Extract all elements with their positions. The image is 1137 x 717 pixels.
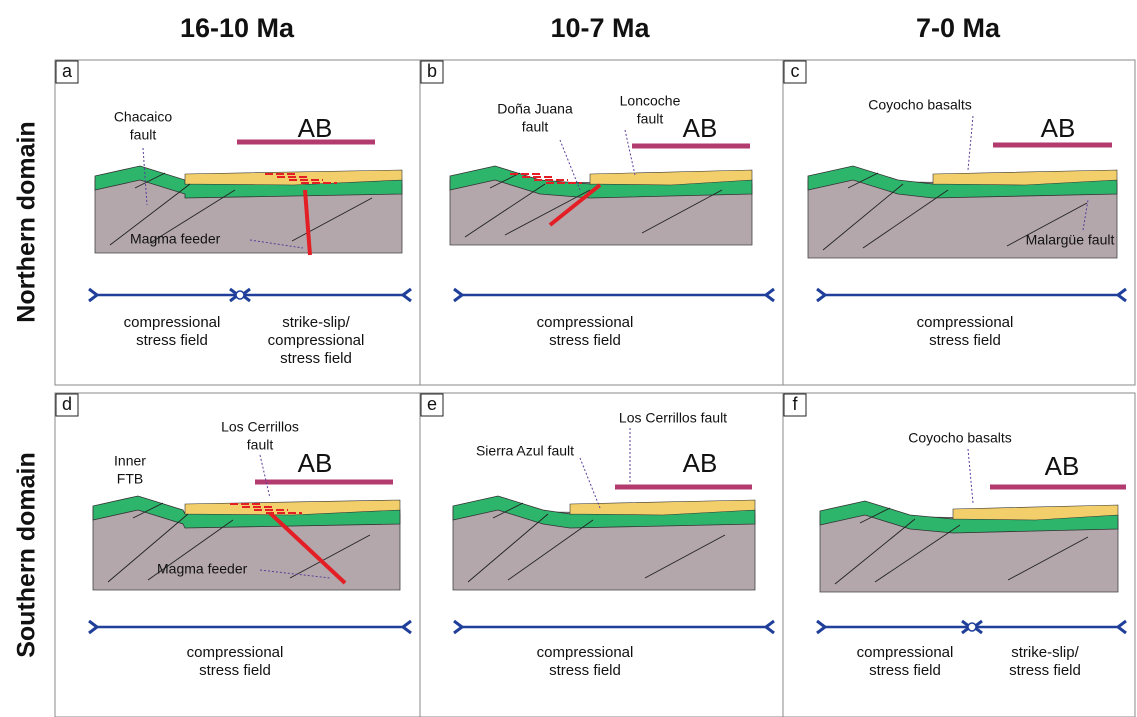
annotation: Magma feeder bbox=[157, 561, 248, 577]
figure: 16-10 Ma 10-7 Ma 7-0 Ma Northern domain … bbox=[0, 0, 1137, 717]
stress-label: compressional bbox=[917, 314, 1014, 331]
pointer bbox=[260, 455, 270, 498]
stress-label: compressional bbox=[537, 644, 634, 661]
annotation: Coyocho basalts bbox=[908, 430, 1012, 446]
annotation: Loncoche bbox=[620, 93, 681, 109]
row-label: Northern domain bbox=[13, 121, 41, 322]
stress-chevron bbox=[817, 289, 825, 301]
stress-label: strike-slip/ bbox=[282, 314, 350, 331]
stress-label: stress field bbox=[280, 350, 352, 367]
annotation: Los Cerrillos bbox=[221, 419, 299, 435]
annotation: Los Cerrillos fault bbox=[619, 410, 727, 426]
panel-letter: c bbox=[791, 61, 800, 81]
stress-label: stress field bbox=[1009, 662, 1081, 679]
ab-label: AB bbox=[298, 113, 333, 143]
stress-label: stress field bbox=[869, 662, 941, 679]
stress-label: compressional bbox=[187, 644, 284, 661]
panel: fABCoyocho basaltscompressionalstress fi… bbox=[783, 393, 1135, 717]
stress-chevron bbox=[454, 289, 462, 301]
stress-label: stress field bbox=[549, 662, 621, 679]
stress-chevron bbox=[454, 621, 462, 633]
annotation: Magma feeder bbox=[130, 231, 221, 247]
stress-label: compressional bbox=[268, 332, 365, 349]
annotation: Coyocho basalts bbox=[868, 97, 972, 113]
panel: a AB Chacaico fault Magma feeder compressiona… bbox=[55, 60, 420, 385]
stress-label: strike-slip/ bbox=[1011, 644, 1079, 661]
stress-chevron bbox=[1118, 621, 1126, 633]
panel-letter: e bbox=[427, 394, 437, 414]
panel: e AB Sierra Azul fault Los Cerrillos fault c… bbox=[420, 393, 783, 717]
stress-label: compressional bbox=[857, 644, 954, 661]
stress-split bbox=[968, 623, 976, 631]
panel: c AB Coyocho basalts Malargüe fault compress… bbox=[783, 60, 1135, 385]
panel: b AB Doña Juana fault Loncoche fault compressi… bbox=[420, 60, 783, 385]
column-header: 16-10 Ma bbox=[180, 13, 295, 43]
annotation: fault bbox=[130, 127, 157, 143]
annotation: Inner bbox=[114, 453, 146, 469]
stress-label: compressional bbox=[537, 314, 634, 331]
annotation: fault bbox=[247, 437, 274, 453]
annotation: Doña Juana bbox=[497, 101, 573, 117]
ab-label: AB bbox=[298, 448, 333, 478]
stress-chevron bbox=[817, 621, 825, 633]
panel-letter: a bbox=[62, 61, 73, 81]
stress-label: stress field bbox=[929, 332, 1001, 349]
ab-label: AB bbox=[683, 113, 718, 143]
annotation: fault bbox=[637, 111, 664, 127]
column-header: 10-7 Ma bbox=[550, 13, 650, 43]
panel: d AB Inner FTB Los Cerrillos fault Magma feede… bbox=[55, 393, 420, 717]
stress-chevron bbox=[89, 621, 97, 633]
pointer bbox=[580, 458, 600, 508]
stress-chevron bbox=[403, 621, 411, 633]
stress-label: stress field bbox=[549, 332, 621, 349]
ab-label: AB bbox=[1041, 113, 1076, 143]
row-label: Southern domain bbox=[13, 452, 41, 658]
stress-chevron bbox=[766, 621, 774, 633]
ab-label: AB bbox=[683, 448, 718, 478]
stress-label: stress field bbox=[199, 662, 271, 679]
stress-label: stress field bbox=[136, 332, 208, 349]
annotation: fault bbox=[522, 119, 549, 135]
annotation: FTB bbox=[117, 471, 143, 487]
stress-chevron bbox=[403, 289, 411, 301]
panel-letter: d bbox=[62, 394, 72, 414]
annotation: Malargüe fault bbox=[1026, 232, 1115, 248]
pointer bbox=[625, 130, 635, 175]
stress-chevron bbox=[766, 289, 774, 301]
annotation: Chacaico bbox=[114, 109, 173, 125]
annotation: Sierra Azul fault bbox=[476, 443, 574, 459]
stress-chevron bbox=[1118, 289, 1126, 301]
stress-chevron bbox=[89, 289, 97, 301]
column-header: 7-0 Ma bbox=[916, 13, 1001, 43]
ab-label: AB bbox=[1045, 451, 1080, 481]
stress-split bbox=[236, 291, 244, 299]
pointer bbox=[968, 116, 973, 170]
panel-letter: b bbox=[427, 61, 437, 81]
pointer bbox=[968, 449, 973, 503]
stress-label: compressional bbox=[124, 314, 221, 331]
